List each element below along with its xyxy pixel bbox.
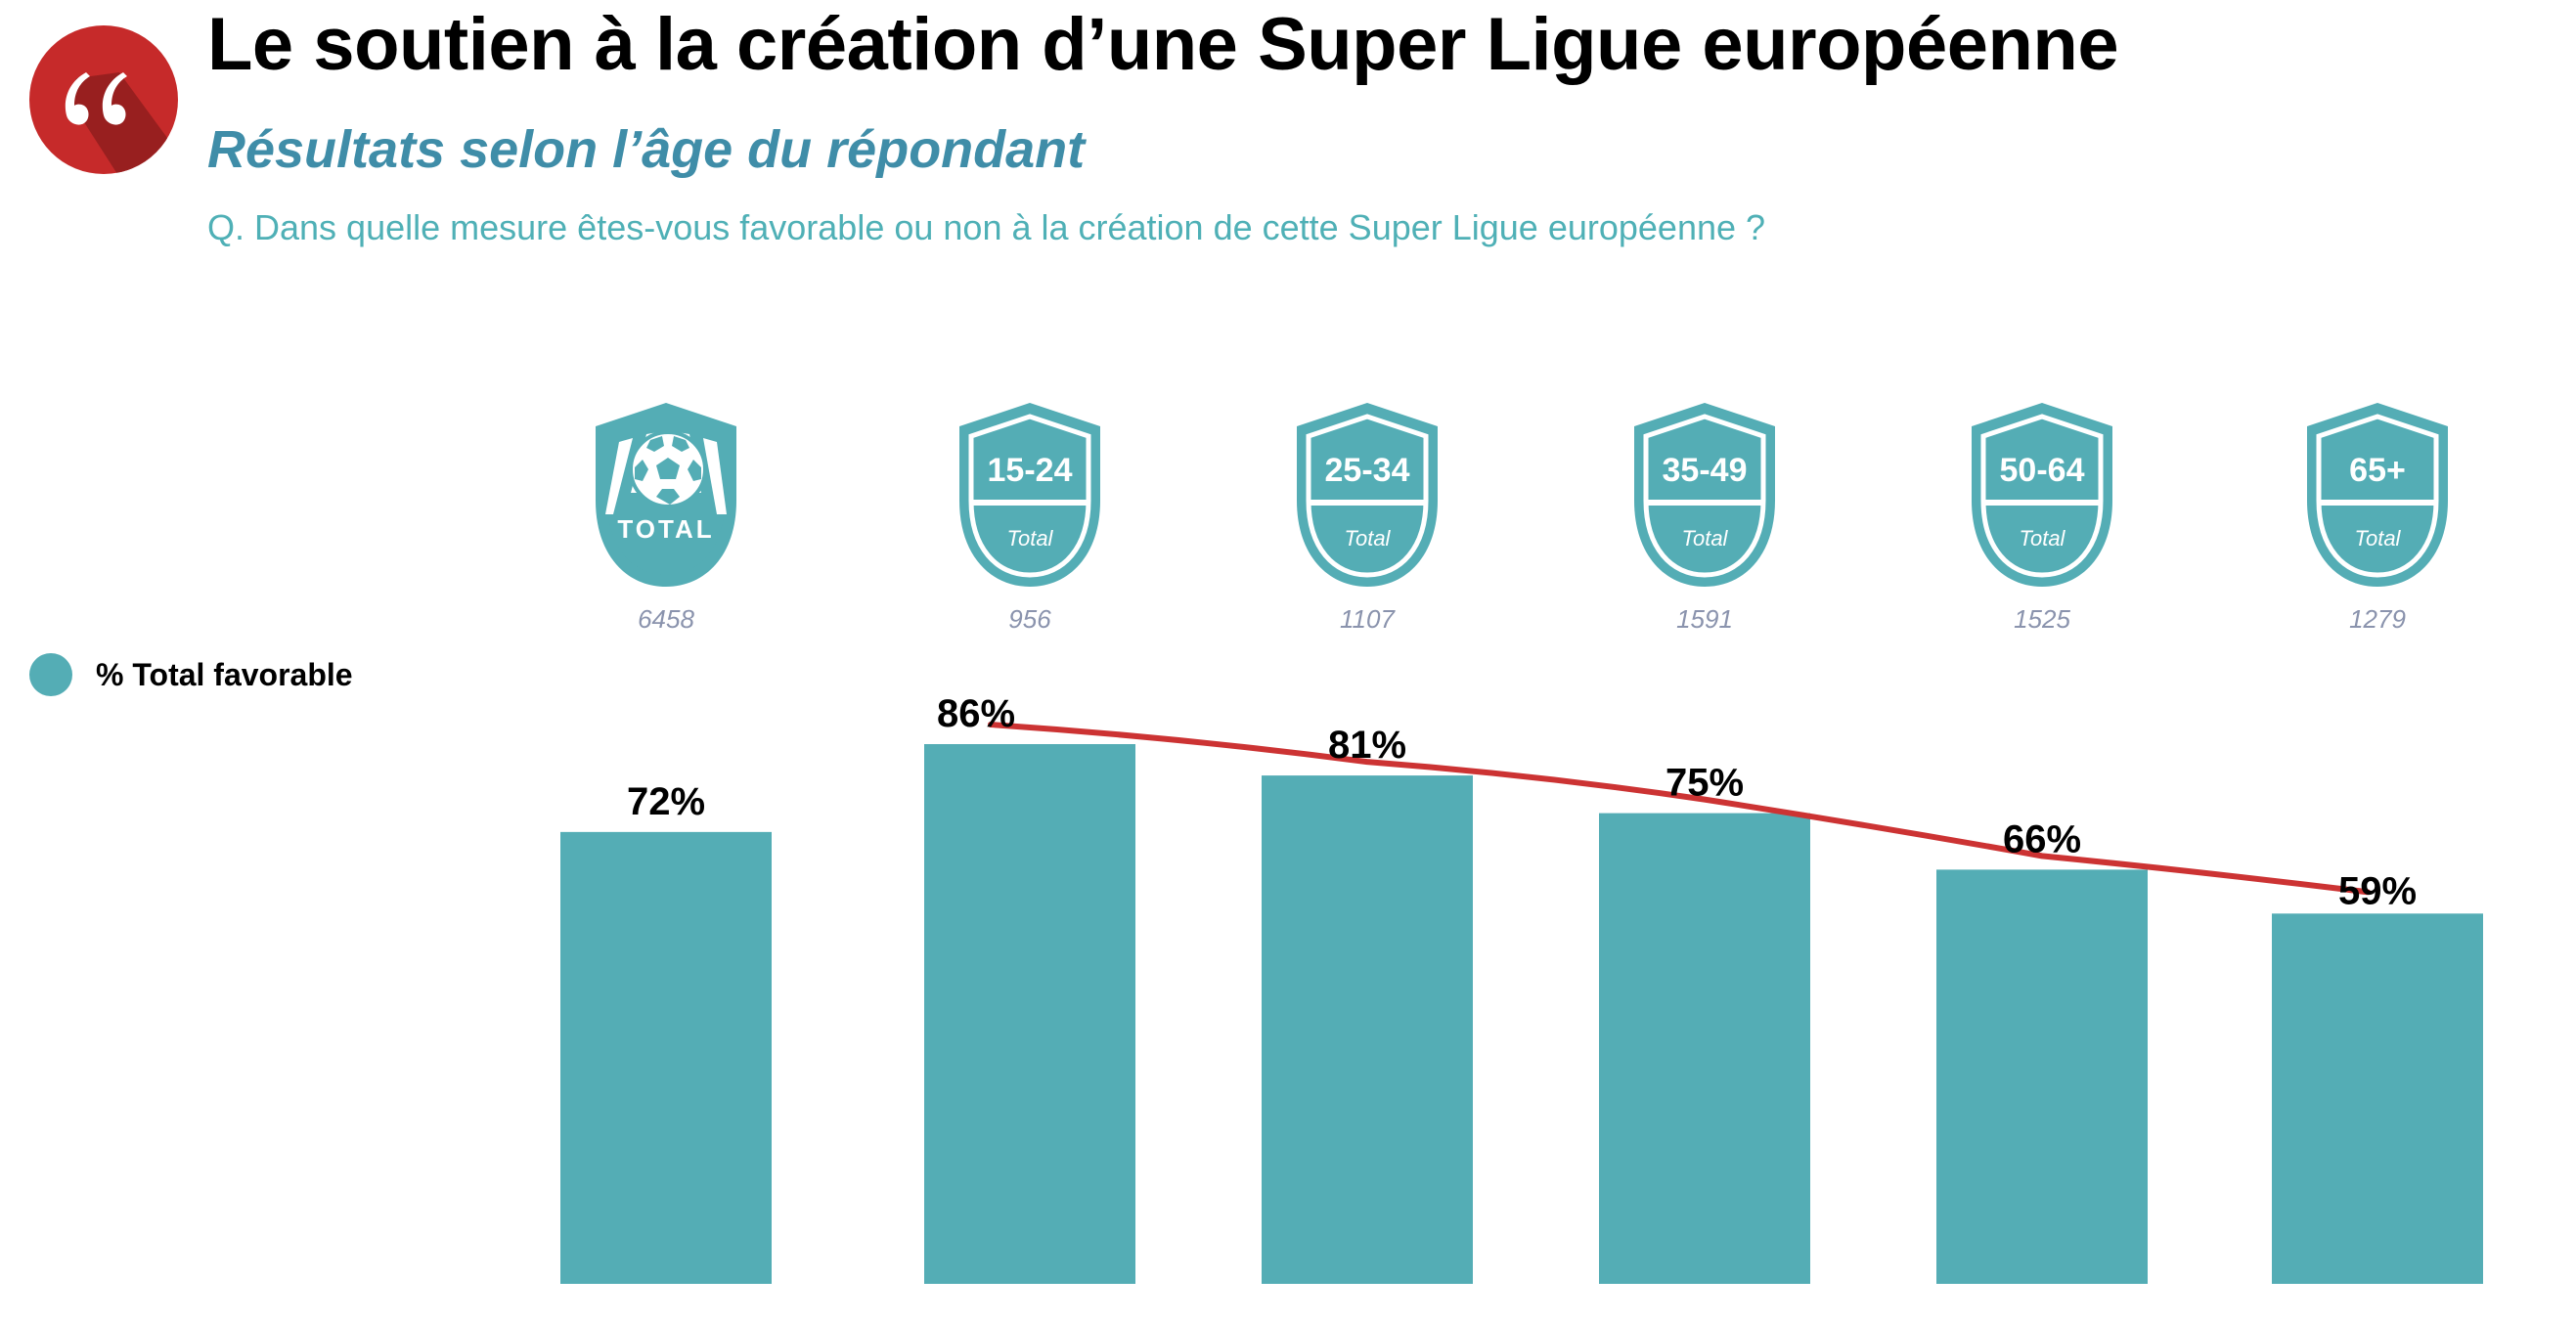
badge-sub-label: Total bbox=[1682, 526, 1729, 551]
data-label: 59% bbox=[2338, 869, 2417, 912]
badge-age-label: 65+ bbox=[2349, 452, 2406, 489]
sample-size: 1279 bbox=[2349, 604, 2406, 634]
sample-size: 1525 bbox=[2014, 604, 2070, 634]
shield-badge-icon: 15-24 Total bbox=[955, 399, 1104, 591]
shield-badge-icon: 25-34 Total bbox=[1293, 399, 1442, 591]
shield-badge-icon: 50-64 Total bbox=[1968, 399, 2116, 591]
soccer-ball-icon bbox=[605, 430, 727, 514]
badge-sub-label: Total bbox=[1007, 526, 1054, 551]
legend: % Total favorable bbox=[29, 653, 353, 696]
data-label: 81% bbox=[1328, 724, 1406, 767]
data-label: 72% bbox=[627, 780, 705, 823]
badge-sub-label: Total bbox=[2355, 526, 2402, 551]
bar-total bbox=[560, 831, 772, 1284]
data-label: 86% bbox=[937, 692, 1015, 735]
badge-age-label: 25-34 bbox=[1325, 452, 1410, 489]
shield-badge-icon: 65+ Total bbox=[2303, 399, 2452, 591]
svg-text:TOTAL: TOTAL bbox=[617, 514, 714, 544]
sample-size: 6458 bbox=[638, 604, 694, 634]
badge-sub-label: Total bbox=[1345, 526, 1392, 551]
badge-age-label: 50-64 bbox=[2000, 452, 2085, 489]
trend-line bbox=[988, 722, 2371, 896]
bar-65- bbox=[2272, 913, 2483, 1284]
bar-25-34 bbox=[1262, 775, 1473, 1284]
legend-label: % Total favorable bbox=[96, 656, 353, 692]
badge-sub-label: Total bbox=[2020, 526, 2066, 551]
badge-age-label: 35-49 bbox=[1663, 452, 1748, 489]
legend-swatch bbox=[29, 653, 72, 696]
page-title: Le soutien à la création d’une Super Lig… bbox=[207, 3, 2119, 86]
data-label: 75% bbox=[1666, 762, 1744, 805]
sample-size: 1591 bbox=[1676, 604, 1733, 634]
page-subtitle: Résultats selon l’âge du répondant bbox=[207, 120, 1086, 179]
shield-badge-icon: TOTAL bbox=[592, 399, 740, 591]
sample-size: 1107 bbox=[1340, 604, 1395, 634]
shield-badge-icon: 35-49 Total bbox=[1630, 399, 1779, 591]
bar-35-49 bbox=[1599, 813, 1810, 1284]
survey-question: Q. Dans quelle mesure êtes-vous favorabl… bbox=[207, 207, 1766, 247]
sample-size: 956 bbox=[1008, 604, 1051, 634]
bar-15-24 bbox=[924, 744, 1135, 1284]
quote-logo-icon bbox=[29, 25, 178, 174]
bar-50-64 bbox=[1936, 869, 2148, 1284]
badge-age-label: 15-24 bbox=[988, 452, 1073, 489]
data-label: 66% bbox=[2003, 817, 2081, 860]
